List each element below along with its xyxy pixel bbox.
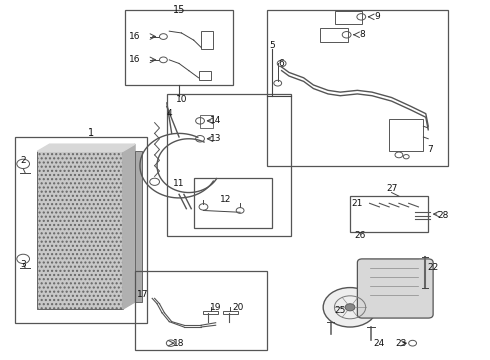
- Text: 8: 8: [359, 30, 365, 39]
- Bar: [223, 311, 238, 315]
- Text: 6: 6: [279, 59, 285, 68]
- Text: 15: 15: [173, 5, 185, 15]
- Text: 14: 14: [210, 116, 221, 125]
- Text: 5: 5: [269, 41, 275, 50]
- Text: 2: 2: [21, 156, 26, 165]
- FancyBboxPatch shape: [357, 259, 433, 318]
- Text: 16: 16: [129, 32, 141, 41]
- Bar: [15, 137, 147, 323]
- Text: 13: 13: [210, 134, 221, 143]
- Bar: [135, 271, 267, 350]
- Text: 17: 17: [137, 290, 148, 299]
- Text: 19: 19: [210, 303, 221, 312]
- Bar: [335, 12, 362, 24]
- Bar: [200, 116, 213, 128]
- Text: 26: 26: [354, 231, 366, 240]
- Bar: [389, 119, 423, 151]
- Circle shape: [345, 304, 355, 311]
- Bar: [267, 10, 448, 166]
- Text: 4: 4: [167, 109, 172, 118]
- Bar: [167, 94, 292, 235]
- Text: 11: 11: [173, 179, 185, 188]
- Bar: [201, 31, 213, 49]
- Bar: [203, 311, 218, 315]
- Text: 3: 3: [20, 260, 26, 269]
- Bar: [350, 196, 428, 232]
- Bar: [198, 71, 211, 80]
- Bar: [37, 151, 123, 309]
- Text: 1: 1: [88, 129, 94, 138]
- Text: 7: 7: [427, 145, 433, 154]
- Text: 24: 24: [374, 339, 385, 348]
- Text: 9: 9: [374, 12, 380, 21]
- Text: 27: 27: [386, 184, 397, 193]
- Bar: [194, 178, 272, 228]
- Text: 28: 28: [437, 211, 448, 220]
- Bar: [320, 28, 347, 42]
- Text: 25: 25: [335, 306, 346, 315]
- Polygon shape: [123, 144, 135, 309]
- Bar: [135, 151, 143, 302]
- Bar: [125, 10, 233, 85]
- Circle shape: [323, 288, 377, 327]
- Text: 22: 22: [427, 264, 439, 273]
- Polygon shape: [37, 144, 135, 151]
- Text: 23: 23: [395, 339, 407, 348]
- Text: 18: 18: [173, 339, 185, 348]
- Text: 12: 12: [220, 195, 231, 204]
- Text: 20: 20: [232, 303, 244, 312]
- Text: 10: 10: [176, 95, 187, 104]
- Text: 16: 16: [129, 55, 141, 64]
- Text: 21: 21: [352, 199, 363, 208]
